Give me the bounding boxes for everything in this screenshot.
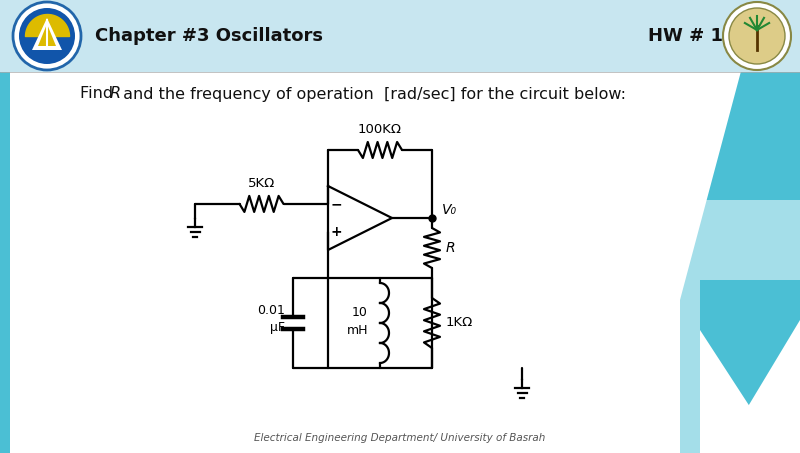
Polygon shape xyxy=(0,0,10,453)
Text: μF: μF xyxy=(270,321,285,333)
Text: Electrical Engineering Department/ University of Basrah: Electrical Engineering Department/ Unive… xyxy=(254,433,546,443)
Text: V₀: V₀ xyxy=(442,203,457,217)
Text: mH: mH xyxy=(346,324,368,337)
Text: 5KΩ: 5KΩ xyxy=(248,177,275,190)
Polygon shape xyxy=(680,0,800,453)
Polygon shape xyxy=(700,280,800,453)
Polygon shape xyxy=(680,0,760,300)
Circle shape xyxy=(19,8,75,64)
Text: 10: 10 xyxy=(352,307,368,319)
Text: R: R xyxy=(110,87,121,101)
Polygon shape xyxy=(700,330,780,453)
Circle shape xyxy=(723,2,791,70)
Text: HW # 1: HW # 1 xyxy=(648,27,723,45)
Text: 1KΩ: 1KΩ xyxy=(446,317,474,329)
Text: 0.01: 0.01 xyxy=(257,304,285,318)
Text: +: + xyxy=(330,225,342,239)
Polygon shape xyxy=(700,0,800,200)
Circle shape xyxy=(729,8,785,64)
Polygon shape xyxy=(38,24,56,46)
Text: Chapter #3 Oscillators: Chapter #3 Oscillators xyxy=(95,27,323,45)
Polygon shape xyxy=(32,18,62,50)
Circle shape xyxy=(13,2,81,70)
Polygon shape xyxy=(700,0,780,140)
Text: R: R xyxy=(446,241,456,255)
Text: and the frequency of operation  [rad/sec] for the circuit below:: and the frequency of operation [rad/sec]… xyxy=(118,87,626,101)
Polygon shape xyxy=(720,320,800,453)
Text: −: − xyxy=(330,197,342,211)
Text: 100KΩ: 100KΩ xyxy=(358,123,402,136)
Text: Find: Find xyxy=(80,87,118,101)
Polygon shape xyxy=(0,0,800,72)
